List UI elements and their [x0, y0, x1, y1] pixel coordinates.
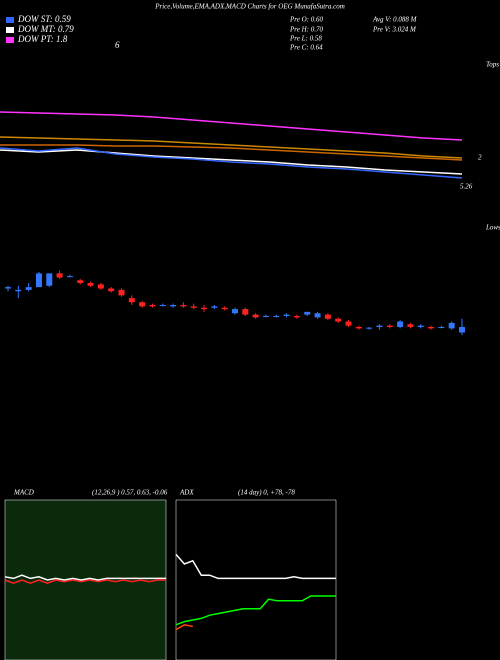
candle-body [438, 327, 445, 328]
candle-body [35, 273, 42, 288]
candle-body [448, 322, 455, 329]
adx-subtitle: (14 day) 0, +78, -78 [238, 489, 295, 497]
stat: Pre H: 0.70 [289, 26, 323, 34]
candle-body [417, 325, 424, 327]
tops-label: Tops [486, 61, 499, 69]
candle-body [5, 287, 11, 289]
stat: Pre V: 3.024 M [372, 26, 417, 34]
candle-body [386, 325, 393, 327]
candle-body [159, 305, 166, 306]
legend-label: DOW ST: 0.59 [17, 14, 71, 24]
candle-body [252, 314, 259, 318]
stat: Pre C: 0.64 [289, 44, 323, 52]
line [4, 574, 166, 581]
candle-body [139, 302, 146, 307]
line [4, 579, 166, 585]
candle-body [108, 288, 115, 292]
stat: Pre O: 0.60 [289, 16, 323, 24]
line [0, 111, 463, 141]
line [0, 147, 463, 179]
macd-subtitle: (12,26,9 ) 0.57, 0.63, -0.06 [92, 489, 168, 497]
candle-body [77, 280, 84, 283]
stat: Avg V: 0.088 M [372, 16, 418, 24]
stat: Pre L: 0.58 [289, 35, 322, 43]
candle-body [376, 325, 383, 327]
legend-label: DOW PT: 1.8 [17, 34, 68, 44]
title: Price,Volume,EMA,ADX,MACD Charts for OEG… [154, 3, 345, 11]
candle-body [180, 305, 187, 307]
candle-body [397, 321, 404, 327]
macd-title: MACD [13, 489, 34, 497]
adx-title: ADX [179, 489, 194, 497]
candle-body [366, 327, 373, 329]
candle-body [46, 273, 53, 286]
legend-swatch [6, 17, 14, 23]
candle-body [190, 306, 197, 308]
level-label: 2 [478, 154, 482, 162]
candle-body [459, 327, 465, 333]
line [175, 553, 336, 580]
candle-body [56, 273, 63, 278]
candle-body [407, 324, 414, 327]
candle-body [262, 316, 269, 317]
line [0, 149, 463, 175]
candle-body [304, 311, 311, 315]
candle-body [25, 287, 32, 290]
candle-body [97, 284, 104, 289]
candle-body [232, 309, 238, 314]
lows-label: Lows [485, 224, 500, 232]
candle-body [15, 289, 22, 292]
candle-body [283, 314, 290, 316]
legend-note: 6 [115, 40, 120, 50]
legend-swatch [6, 37, 14, 43]
candle-body [242, 309, 249, 315]
candle-body [87, 283, 94, 286]
candle-body [273, 316, 280, 317]
candle-body [335, 318, 342, 322]
candle-body [345, 321, 352, 326]
line [0, 144, 463, 161]
candle-body [201, 307, 208, 310]
legend-label: DOW MT: 0.79 [17, 24, 74, 34]
line [175, 595, 336, 626]
candle-body [324, 314, 331, 319]
legend-swatch [6, 27, 14, 33]
candle-body [66, 276, 73, 278]
candle-body [170, 305, 177, 307]
candle-body [355, 327, 362, 329]
candle-body [211, 306, 218, 308]
candle-body [314, 313, 321, 318]
candle-body [293, 316, 300, 318]
price-label: 5.26 [460, 183, 473, 191]
adx-panel [175, 499, 337, 660]
candle-body [149, 305, 156, 307]
candle-body [221, 307, 228, 310]
candle-body [118, 289, 125, 296]
line [175, 624, 193, 631]
candle-body [428, 327, 435, 329]
candle-body [128, 298, 135, 303]
line [0, 136, 463, 159]
